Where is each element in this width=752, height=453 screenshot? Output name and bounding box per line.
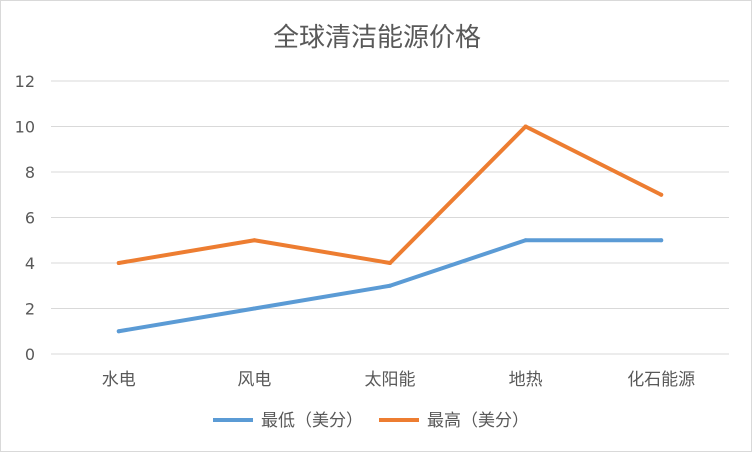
data-point (388, 283, 392, 288)
legend: 最低（美分） 最高（美分） (213, 411, 529, 431)
data-point (116, 329, 121, 334)
y-tick-label: 8 (25, 163, 35, 182)
legend-label: 最低（美分） (261, 411, 363, 431)
y-tick-label: 4 (25, 254, 35, 273)
x-category-label: 化石能源 (627, 370, 695, 390)
x-axis-labels: 水电 风电 太阳能 地热 化石能源 (102, 370, 695, 390)
data-point (523, 238, 528, 243)
series-lines (116, 124, 664, 334)
legend-label: 最高（美分） (427, 411, 529, 431)
y-tick-label: 12 (15, 72, 35, 91)
x-category-label: 风电 (237, 370, 271, 390)
gridlines (51, 80, 729, 355)
y-tick-label: 2 (25, 300, 35, 319)
data-point (659, 192, 664, 197)
data-point (388, 261, 392, 265)
chart-title: 全球清洁能源价格 (273, 23, 481, 53)
data-point (116, 261, 121, 265)
y-tick-label: 6 (25, 209, 35, 228)
data-point (523, 124, 528, 129)
x-category-label: 地热 (509, 370, 543, 390)
data-point (252, 306, 257, 311)
y-tick-label: 10 (15, 118, 35, 137)
data-point (659, 238, 664, 243)
series-line-1 (116, 124, 664, 265)
x-category-label: 太阳能 (365, 370, 416, 390)
data-point (252, 238, 257, 243)
y-axis-ticks: 0 2 4 6 8 10 12 (15, 72, 35, 364)
y-tick-label: 0 (25, 345, 35, 364)
x-category-label: 水电 (102, 370, 136, 390)
